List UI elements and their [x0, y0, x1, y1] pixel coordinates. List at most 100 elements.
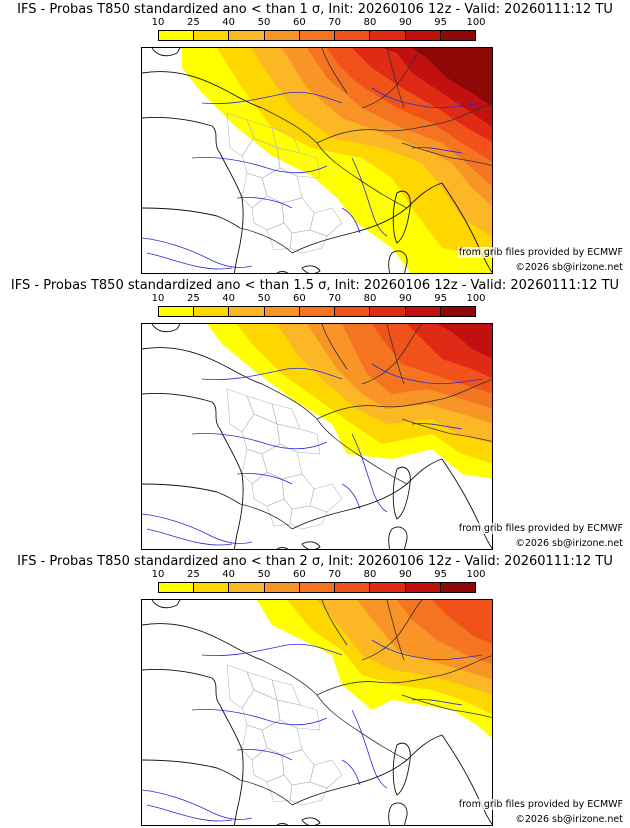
- colorbar-swatch: [370, 583, 405, 592]
- colorbar: [158, 582, 476, 593]
- copyright-credit: ©2026 sb@irizone.net: [514, 538, 624, 549]
- department-boundary: [267, 775, 292, 802]
- department-boundary: [310, 760, 342, 788]
- department-boundary: [267, 499, 292, 526]
- colorbar-tick-label: 80: [364, 569, 377, 580]
- colorbar-tick-label: 50: [258, 17, 271, 28]
- country-border: [240, 228, 292, 253]
- river: [147, 805, 232, 821]
- coastline: [393, 467, 410, 519]
- department-boundary: [242, 173, 267, 208]
- coastline: [142, 117, 243, 274]
- colorbar-tick-label: 40: [222, 17, 235, 28]
- department-boundary: [277, 424, 320, 454]
- panel-title: IFS - Probas T850 standardized ano < tha…: [0, 554, 630, 569]
- colorbar-swatch: [265, 307, 300, 316]
- coastline: [277, 272, 289, 274]
- department-boundary: [227, 389, 254, 432]
- coastline: [152, 48, 180, 56]
- colorbar-tick-label: 10: [152, 17, 165, 28]
- department-boundary: [272, 404, 300, 429]
- colorbar-tick-label: 95: [434, 17, 447, 28]
- colorbar-tick-label: 25: [187, 17, 200, 28]
- colorbar-swatch: [229, 583, 264, 592]
- colorbar-labels: 10 25 40 50 60 70 80 90 95 100: [158, 17, 476, 29]
- colorbar-tick-label: 70: [328, 569, 341, 580]
- colorbar-swatch: [300, 583, 335, 592]
- department-boundary: [310, 208, 342, 236]
- source-credit: from grib files provided by ECMWF: [458, 799, 624, 810]
- colorbar-swatch: [194, 583, 229, 592]
- colorbar-tick-label: 90: [399, 569, 412, 580]
- colorbar-tick-label: 10: [152, 569, 165, 580]
- colorbar-swatch: [265, 583, 300, 592]
- colorbar-tick-label: 70: [328, 293, 341, 304]
- department-boundary: [267, 223, 292, 250]
- river: [342, 484, 360, 509]
- coastline: [292, 459, 442, 529]
- river: [147, 253, 232, 269]
- colorbar-swatch: [194, 31, 229, 40]
- department-boundary: [310, 484, 342, 512]
- colorbar-tick-label: 60: [293, 293, 306, 304]
- colorbar: [158, 306, 476, 317]
- colorbar-tick-label: 40: [222, 293, 235, 304]
- colorbar-swatch: [300, 307, 335, 316]
- colorbar-tick-label: 60: [293, 17, 306, 28]
- colorbar-swatch: [406, 31, 441, 40]
- colorbar-swatch: [441, 307, 475, 316]
- colorbar-swatch: [159, 583, 194, 592]
- probability-map: [141, 47, 493, 274]
- coastline: [142, 484, 240, 504]
- colorbar-tick-label: 100: [466, 293, 485, 304]
- coastline: [389, 527, 407, 550]
- map-canvas: [142, 600, 493, 826]
- colorbar-tick-label: 60: [293, 569, 306, 580]
- colorbar-swatch: [441, 31, 475, 40]
- department-boundary: [247, 672, 277, 700]
- colorbar-swatch: [441, 583, 475, 592]
- department-boundary: [277, 700, 320, 730]
- coastline: [302, 266, 320, 274]
- country-border: [240, 780, 292, 805]
- colorbar-swatch: [370, 307, 405, 316]
- map-canvas: [142, 48, 493, 274]
- department-boundary: [282, 198, 314, 233]
- colorbar-swatch: [229, 31, 264, 40]
- coastline: [142, 623, 262, 660]
- coastline: [292, 735, 442, 805]
- department-boundary: [242, 690, 280, 730]
- colorbar-tick-label: 40: [222, 569, 235, 580]
- colorbar-tick-label: 95: [434, 569, 447, 580]
- colorbar-tick-label: 25: [187, 569, 200, 580]
- coastline: [142, 393, 243, 550]
- department-boundary: [262, 168, 302, 203]
- river: [147, 529, 232, 545]
- probability-map: [141, 323, 493, 550]
- coastline: [302, 818, 320, 826]
- department-boundary: [247, 396, 277, 424]
- colorbar-tick-label: 80: [364, 17, 377, 28]
- colorbar-tick-label: 90: [399, 17, 412, 28]
- colorbar-swatch: [194, 307, 229, 316]
- coastline: [142, 669, 243, 826]
- coastline: [142, 208, 240, 228]
- department-boundary: [242, 449, 267, 484]
- colorbar-tick-label: 100: [466, 17, 485, 28]
- panel-3: IFS - Probas T850 standardized ano < tha…: [0, 552, 630, 828]
- department-boundary: [282, 750, 314, 785]
- colorbar-tick-label: 50: [258, 293, 271, 304]
- river: [192, 709, 327, 724]
- colorbar-tick-label: 10: [152, 293, 165, 304]
- colorbar-swatch: [159, 31, 194, 40]
- coastline: [152, 600, 180, 608]
- coastline: [277, 824, 289, 826]
- panel-title: IFS - Probas T850 standardized ano < tha…: [0, 278, 630, 293]
- colorbar-swatch: [406, 583, 441, 592]
- coastline: [302, 542, 320, 550]
- department-boundary: [272, 680, 300, 705]
- department-boundary: [282, 474, 314, 509]
- coastline: [277, 548, 289, 550]
- coastline: [442, 735, 493, 826]
- colorbar-swatch: [335, 583, 370, 592]
